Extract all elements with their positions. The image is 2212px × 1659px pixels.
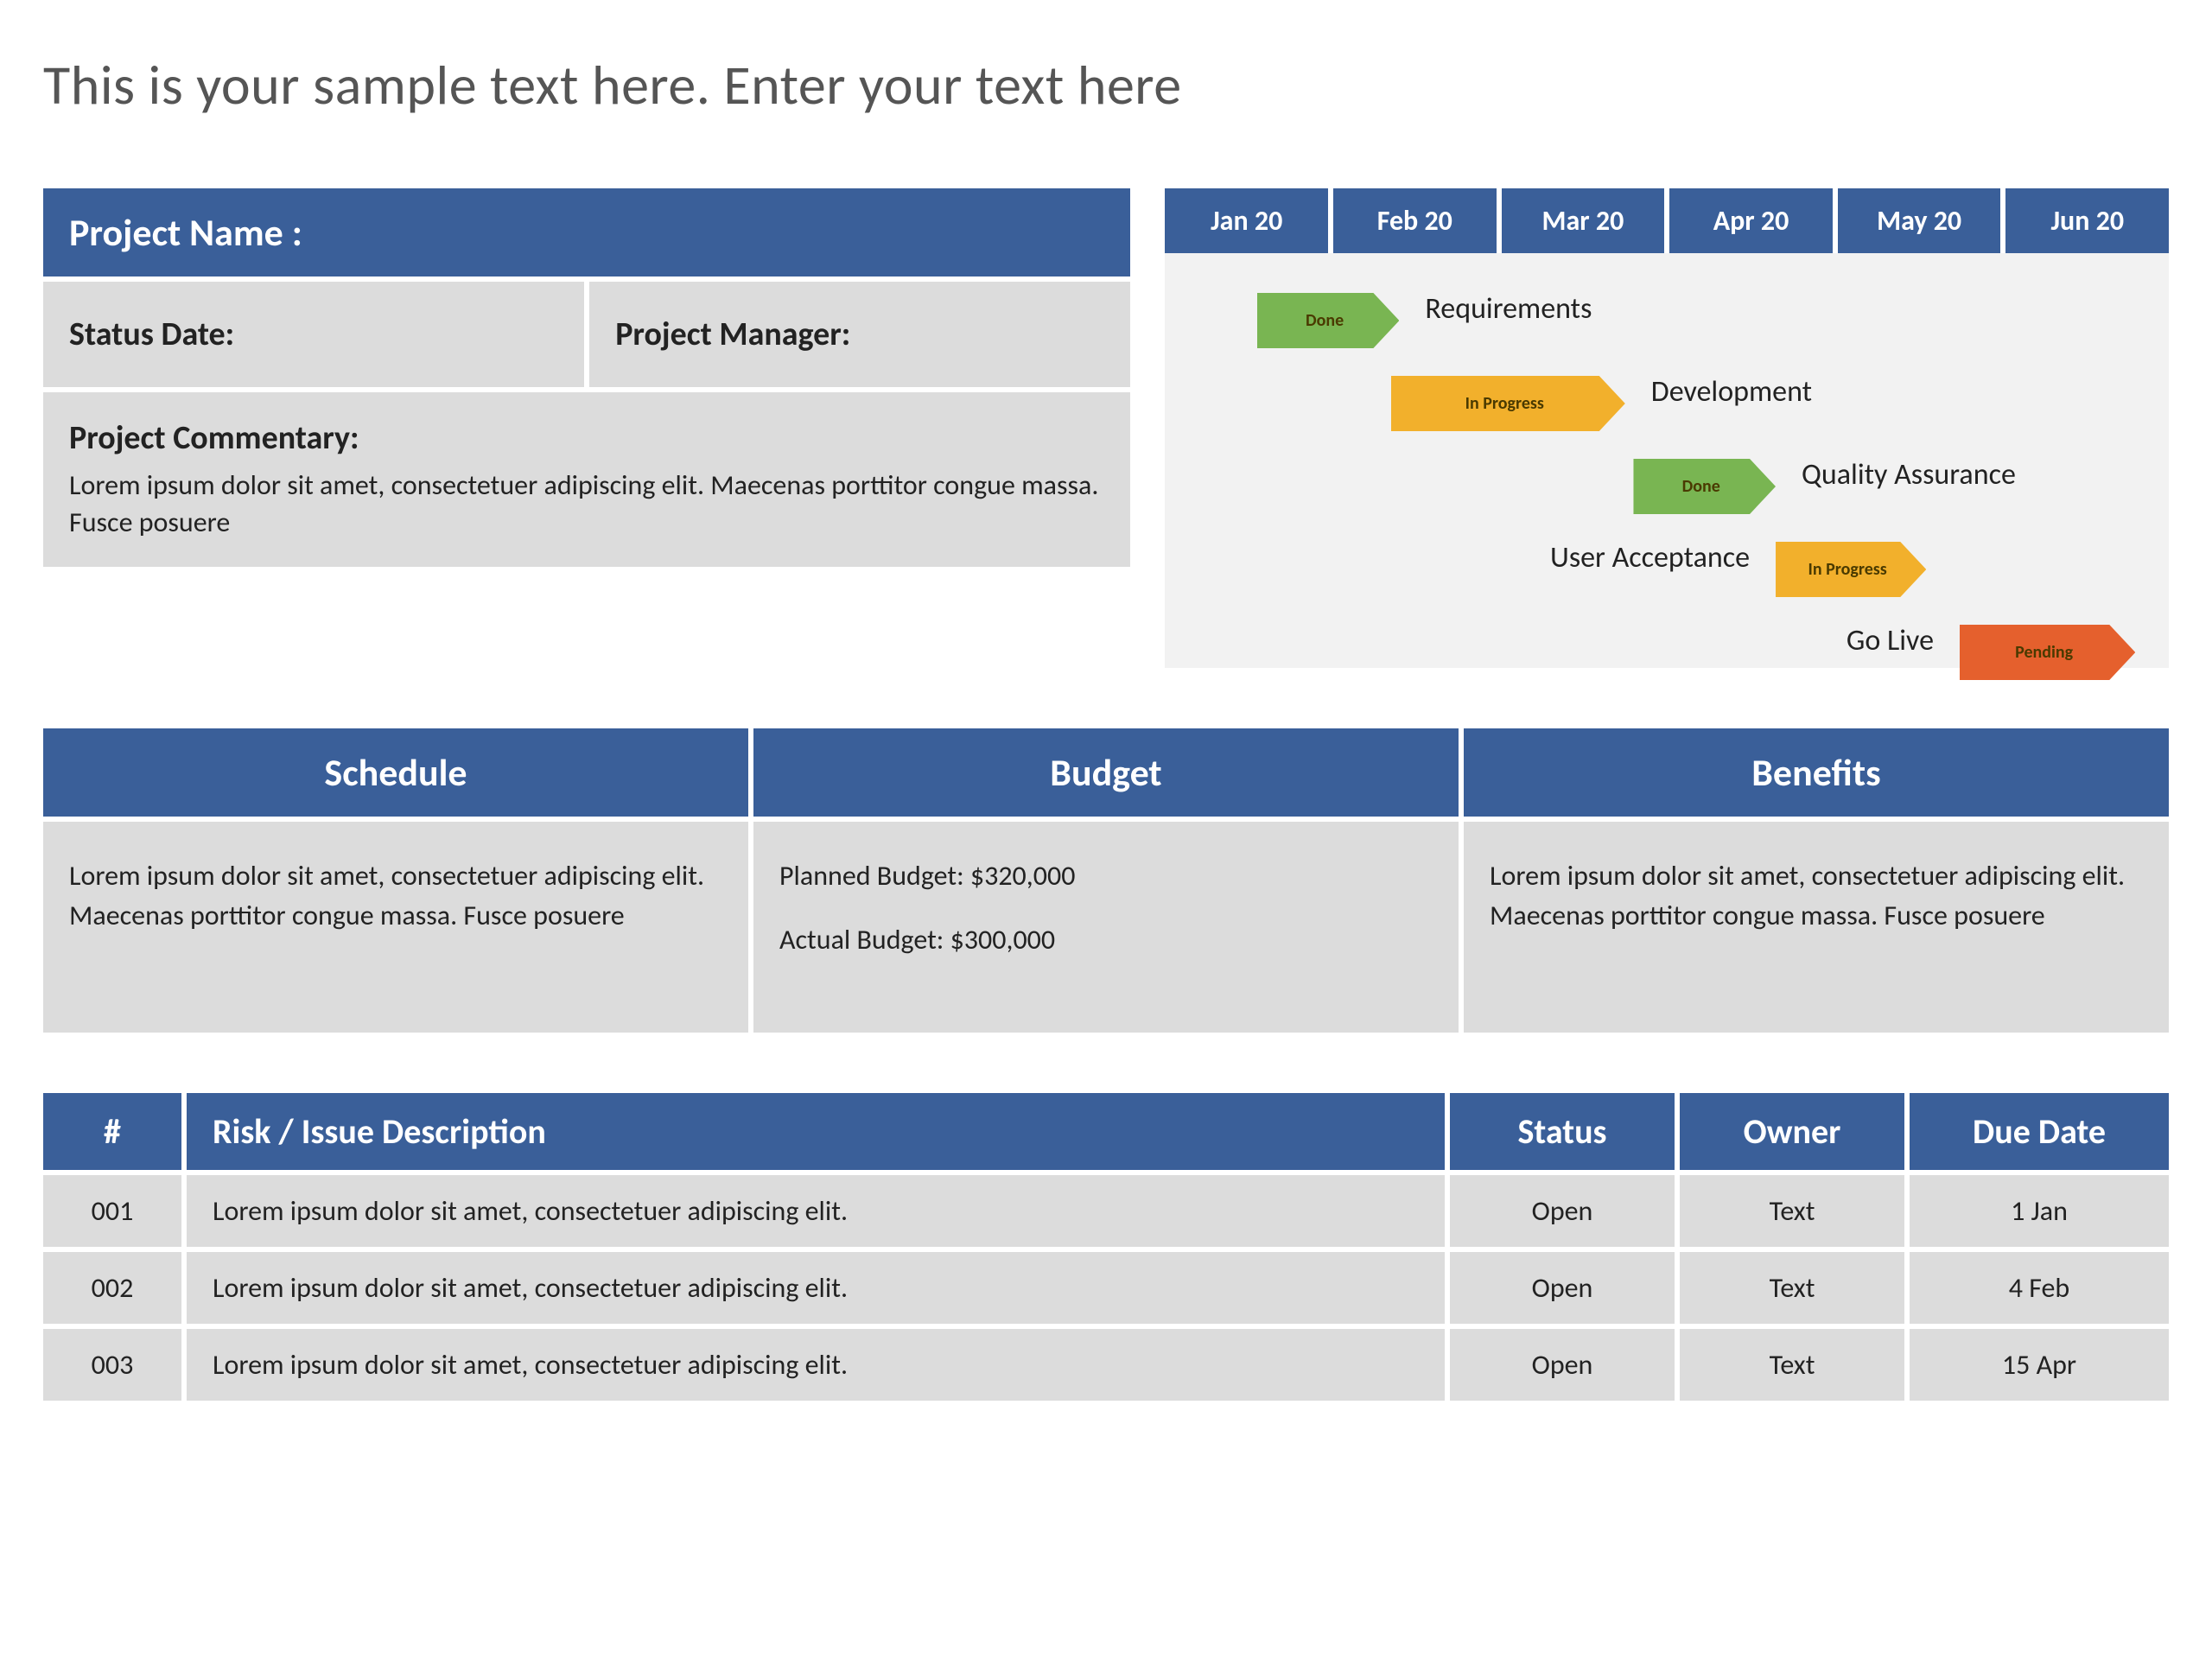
risk-cell-desc: Lorem ipsum dolor sit amet, consectetuer… [187, 1329, 1445, 1401]
risk-header-desc: Risk / Issue Description [187, 1093, 1445, 1170]
risk-row: 002Lorem ipsum dolor sit amet, consectet… [43, 1252, 2169, 1324]
timeline-task-label: Quality Assurance [1802, 457, 2016, 493]
timeline-arrow: In Progress [1776, 542, 1926, 597]
risk-header-owner: Owner [1680, 1093, 1904, 1170]
risk-cell-num: 003 [43, 1329, 181, 1401]
schedule-title: Schedule [43, 728, 748, 817]
timeline-arrow: Done [1257, 293, 1400, 348]
budget-title: Budget [753, 728, 1459, 817]
schedule-panel: Schedule Lorem ipsum dolor sit amet, con… [43, 728, 748, 1033]
project-manager-label: Project Manager: [589, 282, 1130, 387]
budget-panel: Budget Planned Budget: $320,000 Actual B… [753, 728, 1459, 1033]
project-commentary: Project Commentary: Lorem ipsum dolor si… [43, 387, 1130, 567]
timeline-month: Jun 20 [2005, 188, 2169, 253]
risk-header-due: Due Date [1910, 1093, 2169, 1170]
risk-cell-status: Open [1450, 1252, 1675, 1324]
schedule-body: Lorem ipsum dolor sit amet, consectetuer… [43, 817, 748, 1033]
timeline-month: Jan 20 [1165, 188, 1328, 253]
risk-cell-owner: Text [1680, 1252, 1904, 1324]
risk-cell-desc: Lorem ipsum dolor sit amet, consectetuer… [187, 1252, 1445, 1324]
timeline-body: Done Requirements In Progress Development Do… [1165, 253, 2169, 668]
timeline-panel: Jan 20Feb 20Mar 20Apr 20May 20Jun 20 Don… [1165, 188, 2169, 668]
risk-cell-desc: Lorem ipsum dolor sit amet, consectetuer… [187, 1175, 1445, 1247]
risk-cell-num: 001 [43, 1175, 181, 1247]
budget-actual: Actual Budget: $300,000 [779, 920, 1433, 960]
timeline-arrow: In Progress [1391, 376, 1625, 431]
risk-cell-due: 1 Jan [1910, 1175, 2169, 1247]
timeline-header: Jan 20Feb 20Mar 20Apr 20May 20Jun 20 [1165, 188, 2169, 253]
risk-header-num: # [43, 1093, 181, 1170]
risk-cell-status: Open [1450, 1329, 1675, 1401]
risk-cell-status: Open [1450, 1175, 1675, 1247]
timeline-row: Pending Go Live [1165, 611, 2169, 694]
timeline-arrow: Pending [1960, 625, 2135, 680]
budget-body: Planned Budget: $320,000 Actual Budget: … [753, 817, 1459, 1033]
project-name-header: Project Name : [43, 188, 1130, 276]
risk-cell-owner: Text [1680, 1175, 1904, 1247]
mid-row: Schedule Lorem ipsum dolor sit amet, con… [43, 728, 2169, 1033]
timeline-task-label: Go Live [1847, 623, 1934, 658]
timeline-row: In Progress Development [1165, 362, 2169, 445]
benefits-panel: Benefits Lorem ipsum dolor sit amet, con… [1464, 728, 2169, 1033]
benefits-title: Benefits [1464, 728, 2169, 817]
risk-header-status: Status [1450, 1093, 1675, 1170]
top-row: Project Name : Status Date: Project Mana… [43, 188, 2169, 668]
risk-cell-due: 15 Apr [1910, 1329, 2169, 1401]
project-meta-row: Status Date: Project Manager: [43, 276, 1130, 387]
timeline-month: Apr 20 [1669, 188, 1833, 253]
risk-cell-num: 002 [43, 1252, 181, 1324]
timeline-row: Done Requirements [1165, 279, 2169, 362]
risk-table: # Risk / Issue Description Status Owner … [43, 1093, 2169, 1401]
risk-header-row: # Risk / Issue Description Status Owner … [43, 1093, 2169, 1170]
timeline-month: May 20 [1838, 188, 2001, 253]
timeline-month: Mar 20 [1502, 188, 1665, 253]
benefits-body: Lorem ipsum dolor sit amet, consectetuer… [1464, 817, 2169, 1033]
page-title: This is your sample text here. Enter you… [43, 52, 2169, 119]
timeline-task-label: User Acceptance [1550, 540, 1750, 575]
timeline-month: Feb 20 [1333, 188, 1497, 253]
commentary-label: Project Commentary: [69, 418, 1104, 458]
commentary-body: Lorem ipsum dolor sit amet, consectetuer… [69, 467, 1104, 541]
risk-cell-owner: Text [1680, 1329, 1904, 1401]
timeline-row: Done Quality Assurance [1165, 445, 2169, 528]
risk-row: 001Lorem ipsum dolor sit amet, consectet… [43, 1175, 2169, 1247]
timeline-task-label: Development [1651, 374, 1812, 410]
budget-planned: Planned Budget: $320,000 [779, 856, 1433, 896]
project-info-panel: Project Name : Status Date: Project Mana… [43, 188, 1130, 668]
risk-cell-due: 4 Feb [1910, 1252, 2169, 1324]
timeline-arrow: Done [1633, 459, 1776, 514]
timeline-task-label: Requirements [1425, 291, 1592, 327]
timeline-row: In Progress User Acceptance [1165, 528, 2169, 611]
risk-row: 003Lorem ipsum dolor sit amet, consectet… [43, 1329, 2169, 1401]
status-date-label: Status Date: [43, 282, 589, 387]
